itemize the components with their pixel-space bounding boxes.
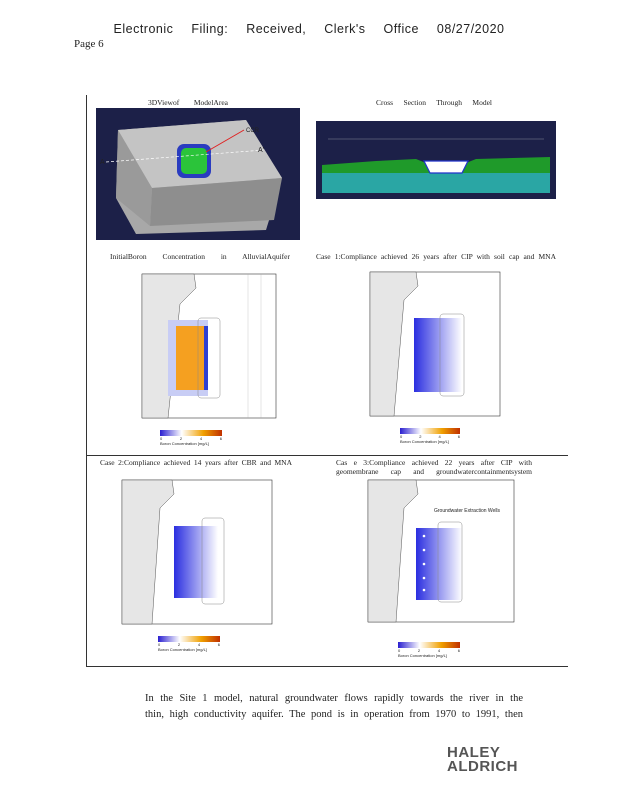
case2-figure bbox=[120, 478, 274, 628]
xsection-figure bbox=[316, 121, 556, 199]
case3-figure: Groundwater Extraction Wells bbox=[366, 478, 516, 626]
xsection-caption: Cross Section Through Model bbox=[376, 98, 492, 107]
figure-divider bbox=[86, 455, 568, 456]
case1-figure bbox=[368, 270, 502, 420]
haley-aldrich-logo: HALEY ALDRICH bbox=[447, 744, 518, 775]
filing-header: Electronic Filing: Received, Clerk's Off… bbox=[113, 22, 505, 36]
a-label: A bbox=[100, 159, 105, 166]
case1-caption: Case 1:Compliance achieved 26 years afte… bbox=[316, 252, 556, 261]
ccr-label: CCR bbox=[246, 128, 260, 134]
body-line-1: In the Site 1 model, natural groundwater… bbox=[145, 693, 523, 704]
initial-caption: InitialBoron Concentration in AlluvialAq… bbox=[110, 252, 290, 261]
a-prime-label: A' bbox=[258, 147, 264, 154]
body-paragraph: In the Site 1 model, natural groundwater… bbox=[145, 691, 523, 723]
case2-caption: Case 2:Compliance achieved 14 years afte… bbox=[100, 458, 292, 467]
figure-bottom-rule bbox=[86, 666, 568, 667]
case3-caption: Cas e 3:Compliance achieved 22 years aft… bbox=[336, 458, 532, 476]
view3d-caption: 3DViewof ModelArea bbox=[148, 98, 228, 107]
figure-frame-left bbox=[86, 95, 87, 667]
page-number: Page 6 bbox=[74, 38, 104, 50]
initial-figure bbox=[118, 268, 284, 442]
view3d-figure: CCR A A' bbox=[96, 108, 300, 240]
body-line-2: thin, high conductivity aquifer. The pon… bbox=[145, 709, 523, 720]
wells-label: Groundwater Extraction Wells bbox=[434, 508, 501, 514]
